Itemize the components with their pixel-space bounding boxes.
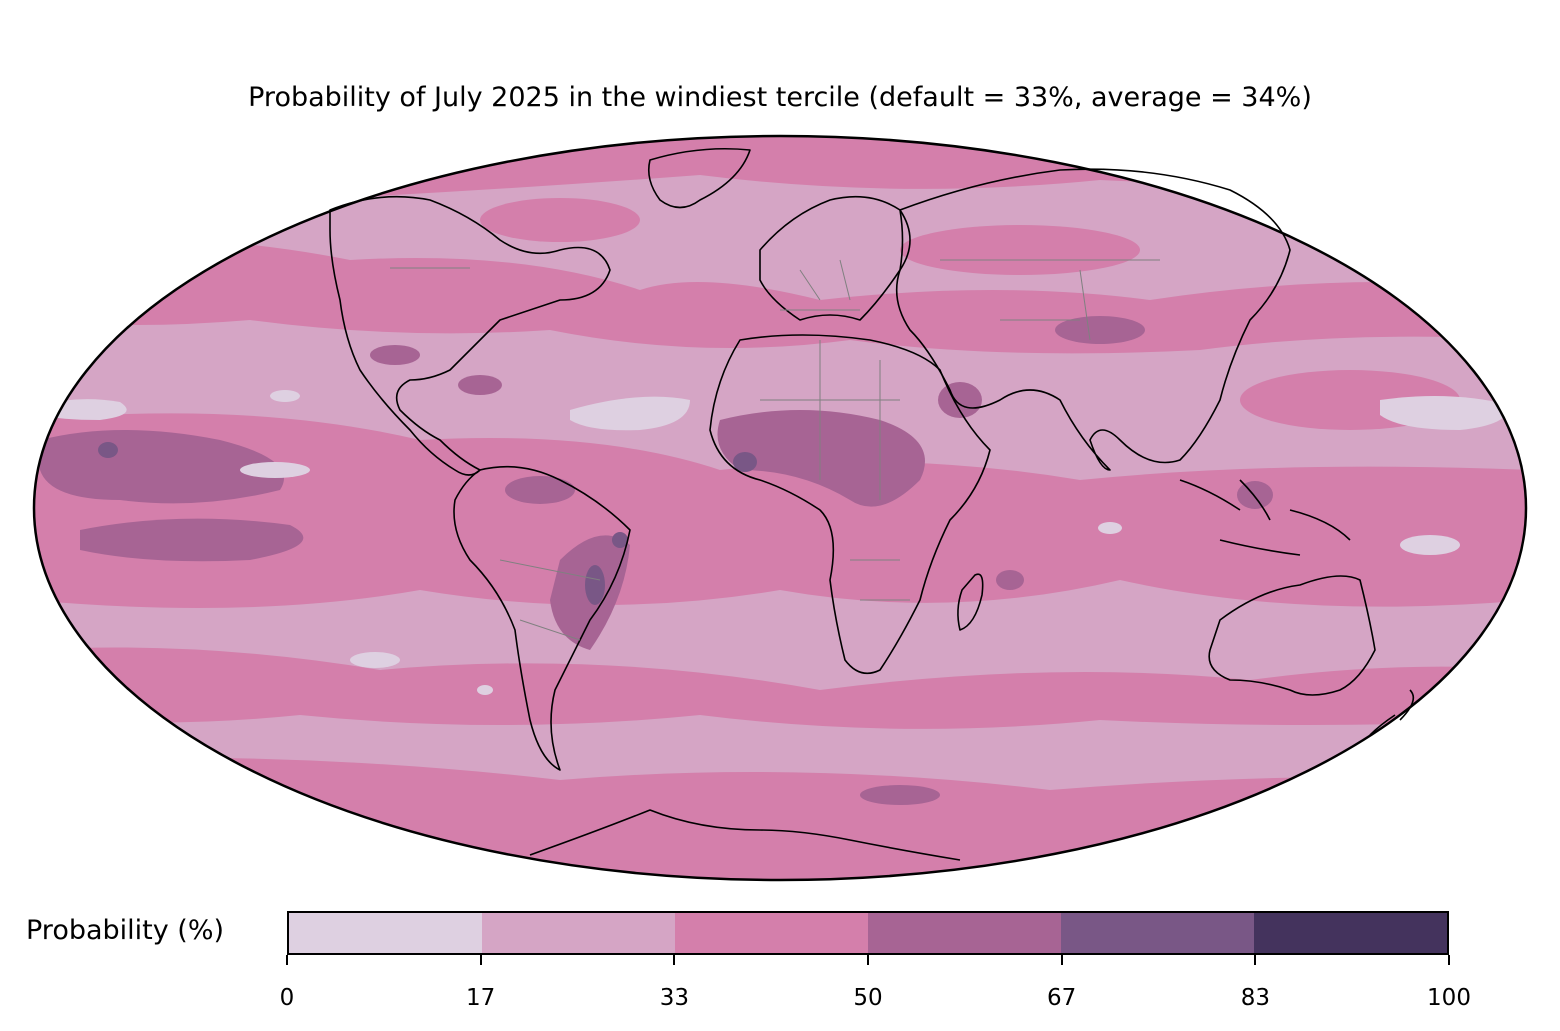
- coastline-antarctica: [529, 809, 961, 861]
- colorbar-tick-label: 67: [1047, 985, 1077, 1011]
- colorbar-segment: [1061, 913, 1254, 953]
- colorbar-tick-label: 33: [659, 985, 689, 1011]
- country-borders: [390, 259, 1160, 641]
- colorbar-tick: [1060, 955, 1063, 965]
- colorbar-label: Probability (%): [26, 915, 225, 946]
- colorbar-tick-label: 83: [1240, 985, 1270, 1011]
- probability-field: [34, 136, 1526, 880]
- coastline-asia: [895, 168, 1291, 471]
- colorbar-segment: [289, 913, 482, 953]
- colorbar-tick: [479, 955, 482, 965]
- field-0-17: [40, 390, 1510, 695]
- coastline-australia: [1208, 575, 1376, 696]
- coastline-south-america: [453, 465, 631, 771]
- colorbar-tick: [286, 955, 288, 965]
- colorbar-tick-label: 100: [1427, 985, 1471, 1011]
- colorbar-segment: [675, 913, 868, 953]
- coastline-greenland: [647, 147, 751, 209]
- colorbar-tick: [1448, 955, 1450, 965]
- colorbar-tick: [1254, 955, 1257, 965]
- colorbar-segment: [1254, 913, 1447, 953]
- field-67-83: [98, 442, 757, 605]
- coastline-indonesia: [1179, 479, 1351, 556]
- colorbar-segment: [868, 913, 1061, 953]
- field-50-67: [40, 316, 1273, 805]
- colorbar-tick-label: 0: [279, 985, 295, 1011]
- map-title: Probability of July 2025 in the windiest…: [248, 82, 1312, 113]
- coastline-madagascar: [957, 573, 984, 631]
- colorbar-tick-label: 17: [466, 985, 496, 1011]
- coastlines: [329, 147, 1415, 861]
- colorbar-tick: [867, 955, 869, 965]
- colorbar-tick-label: 50: [853, 985, 883, 1011]
- colorbar-tick: [673, 955, 676, 965]
- colorbar: [287, 911, 1449, 955]
- map-boundary: [32, 134, 1528, 882]
- coastline-africa: [709, 334, 991, 675]
- coastline-north-america: [329, 195, 611, 476]
- colorbar-segment: [482, 913, 675, 953]
